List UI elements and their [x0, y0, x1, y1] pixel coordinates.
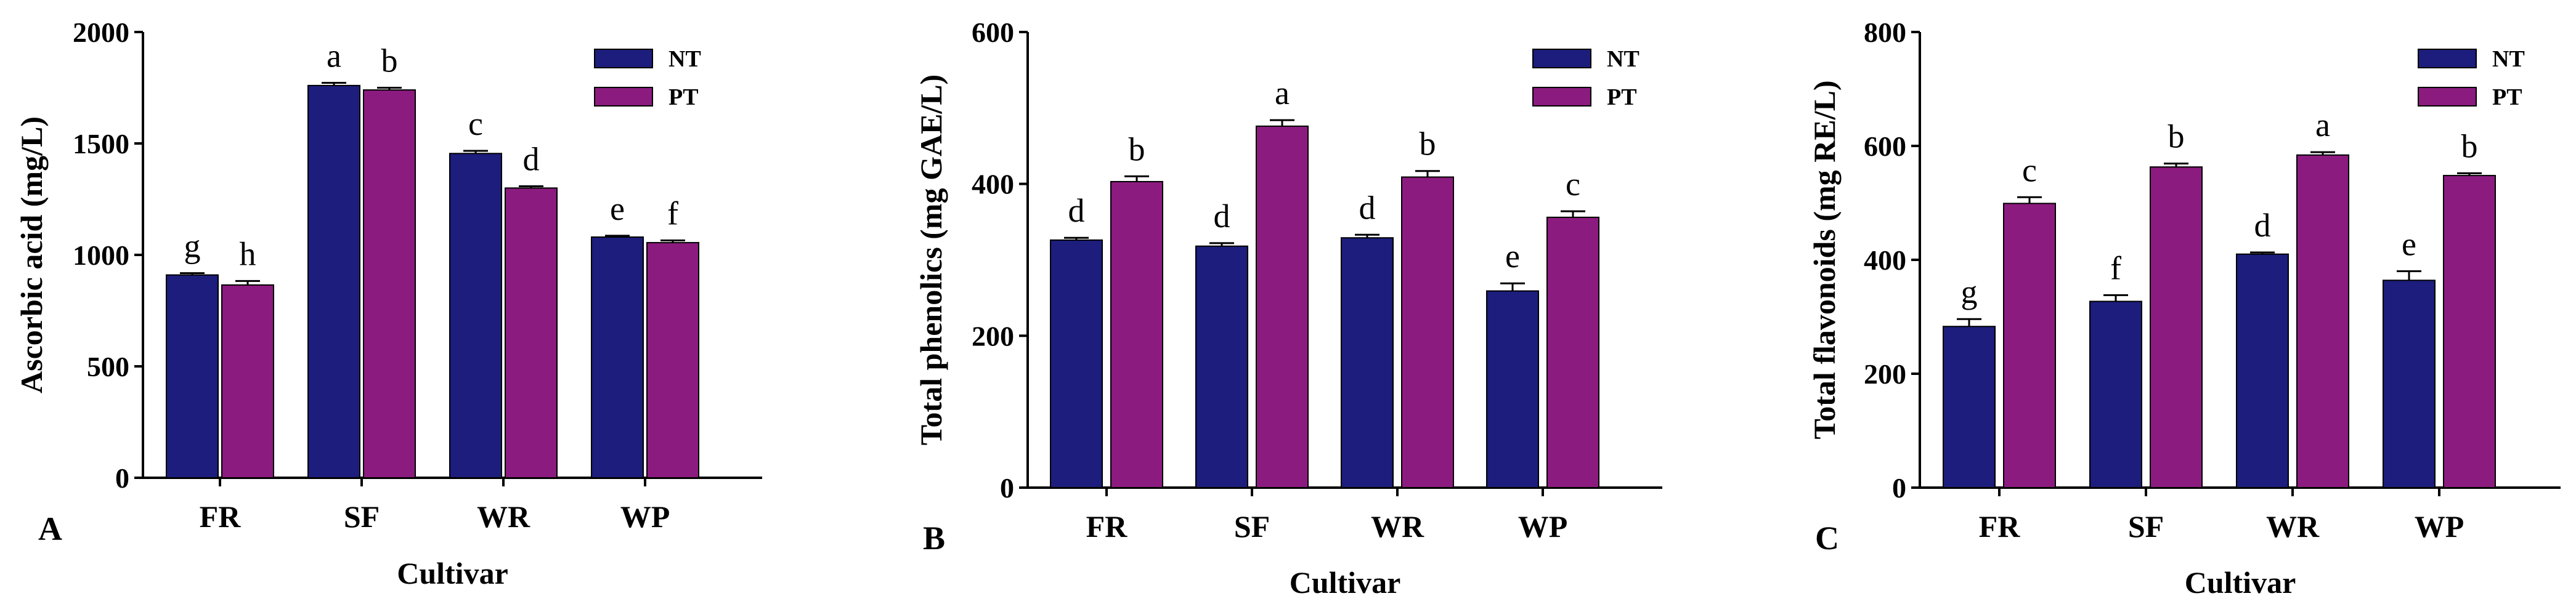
significance-letter: h: [240, 235, 256, 272]
significance-letter: e: [1505, 238, 1520, 275]
bar-nt: [591, 236, 644, 478]
significance-letter: a: [1275, 74, 1290, 111]
y-axis-title: Ascorbic acid (mg/L): [14, 116, 49, 393]
significance-letter: c: [1566, 166, 1580, 203]
bar-nt: [166, 274, 219, 478]
significance-letter: b: [381, 42, 398, 79]
bar-pt: [1401, 176, 1454, 488]
significance-letter: f: [667, 195, 678, 232]
y-tick-label: 0: [1000, 472, 1014, 504]
bar-nt: [2383, 280, 2436, 488]
bar-pt: [646, 242, 699, 478]
x-axis-title: Cultivar: [1290, 565, 1401, 600]
legend-swatch-pt: [2418, 87, 2477, 107]
legend-label: NT: [668, 46, 701, 72]
significance-letter: b: [2168, 118, 2185, 155]
y-tick-label: 1000: [73, 240, 129, 271]
x-category-label: FR: [1086, 509, 1128, 544]
panel-letter: B: [923, 520, 945, 557]
x-category-label: SF: [2128, 509, 2164, 544]
legend-label: NT: [2492, 46, 2525, 72]
bar-pt: [221, 284, 274, 478]
x-category-label: WP: [2415, 509, 2464, 544]
bar-pt: [363, 89, 416, 478]
bar-pt: [1546, 216, 1599, 488]
significance-letter: b: [1129, 131, 1145, 167]
significance-letter: e: [2402, 226, 2416, 263]
x-axis-title: Cultivar: [2185, 565, 2296, 600]
bar-nt: [1195, 245, 1248, 488]
significance-letter: b: [2461, 127, 2478, 164]
significance-letter: g: [184, 228, 201, 265]
bar-pt: [2296, 154, 2349, 489]
significance-letter: a: [327, 38, 341, 74]
panel-b: 0 200 400 600 Total phenolics (mg GAE/L) FR d b…: [914, 17, 1662, 600]
y-tick-label: 2000: [73, 17, 129, 48]
significance-letter: g: [1961, 273, 1978, 310]
panel-c: 0 200 400 600 800 Total flavonoids (mg RE/L) F…: [1807, 17, 2561, 600]
x-category-label: SF: [344, 499, 380, 534]
significance-letter: c: [2022, 151, 2037, 188]
y-axis-title: Total phenolics (mg GAE/L): [914, 74, 948, 445]
legend-swatch-pt: [1532, 87, 1591, 107]
bar-pt: [2150, 166, 2203, 489]
significance-letter: f: [2110, 249, 2121, 286]
y-tick-label: 200: [1864, 358, 1906, 390]
legend-swatch-nt: [2418, 49, 2477, 68]
y-tick-label: 0: [115, 462, 129, 494]
y-tick-label: 600: [1864, 131, 1906, 162]
panel-letter: C: [1815, 520, 1839, 557]
panel-a: 0 500 1000 1500 2000 Ascorbic acid (mg/L) FR g h…: [14, 17, 762, 590]
legend-swatch-nt: [1532, 49, 1591, 68]
y-tick-label: 400: [972, 169, 1014, 200]
x-category-label: SF: [1234, 509, 1270, 544]
legend-swatch-nt: [594, 49, 653, 68]
bar-nt: [1050, 239, 1103, 488]
legend-label: NT: [1607, 46, 1639, 72]
x-category-label: WR: [1371, 509, 1424, 544]
significance-letter: e: [610, 190, 625, 227]
x-category-label: WR: [2266, 509, 2320, 544]
y-tick-label: 600: [972, 17, 1014, 48]
y-tick-label: 800: [1864, 17, 1906, 48]
bar-nt: [2236, 253, 2289, 488]
bar-nt: [2089, 300, 2142, 488]
bar-nt: [449, 153, 502, 479]
significance-letter: a: [2315, 107, 2330, 143]
significance-letter: b: [1420, 126, 1436, 163]
significance-letter: d: [1068, 192, 1085, 229]
bar-pt: [505, 187, 558, 478]
y-tick-label: 1500: [73, 128, 129, 159]
bar-nt: [1341, 237, 1394, 488]
legend-label: PT: [1607, 84, 1637, 110]
legend-label: PT: [2492, 84, 2522, 110]
significance-letter: d: [523, 141, 540, 178]
legend-label: PT: [668, 84, 699, 110]
x-category-label: FR: [200, 499, 242, 534]
significance-letter: d: [1214, 198, 1230, 235]
y-tick-label: 400: [1864, 244, 1906, 276]
bar-nt: [1486, 290, 1539, 488]
bar-pt: [1256, 125, 1309, 488]
x-category-label: WP: [620, 499, 670, 534]
significance-letter: d: [1359, 189, 1376, 226]
y-axis-title: Total flavonoids (mg RE/L): [1807, 81, 1842, 440]
y-tick-label: 0: [1892, 472, 1906, 504]
bar-pt: [2003, 203, 2056, 488]
significance-letter: c: [468, 105, 483, 142]
x-category-label: WR: [477, 499, 530, 534]
x-category-label: WP: [1518, 509, 1568, 544]
panel-letter: A: [38, 510, 62, 547]
bar-pt: [2443, 175, 2496, 488]
significance-letter: d: [2254, 207, 2271, 244]
y-tick-label: 500: [87, 351, 129, 382]
bar-nt: [307, 84, 360, 478]
x-axis-title: Cultivar: [397, 556, 508, 590]
bar-pt: [1110, 180, 1163, 488]
legend-swatch-pt: [594, 87, 653, 107]
bar-nt: [1943, 326, 1996, 488]
y-tick-label: 200: [972, 320, 1014, 352]
x-category-label: FR: [1979, 509, 2021, 544]
